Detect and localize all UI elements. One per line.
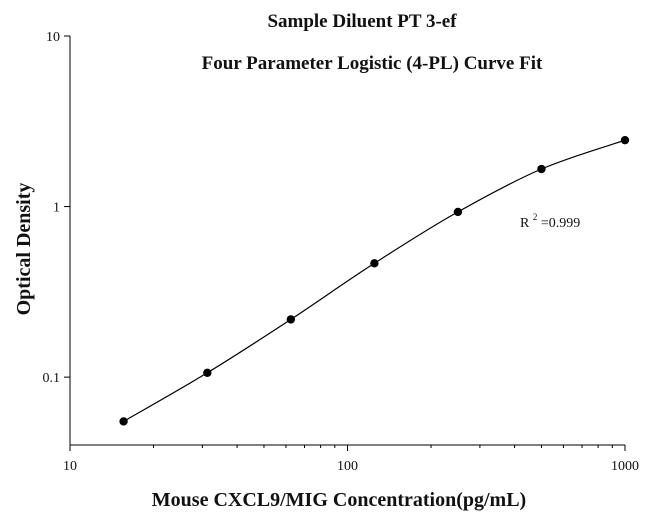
axis-ticks: 10 100 1000 0.1 1 10 — [43, 30, 640, 474]
data-point — [286, 315, 296, 324]
fit-curve — [123, 139, 626, 422]
y-axis-label: Optical Density — [13, 183, 35, 316]
x-tick-label: 10 — [63, 459, 77, 474]
data-points — [119, 135, 630, 426]
r2-annotation: R 2 =0.999 — [520, 209, 580, 231]
r2-prefix: R — [520, 216, 530, 231]
x-axis-label: Mouse CXCL9/MIG Concentration(pg/mL) — [152, 489, 526, 511]
y-tick-label: 10 — [46, 30, 60, 45]
chart-title: Sample Diluent PT 3-ef — [267, 11, 457, 32]
x-tick-label: 100 — [337, 459, 358, 474]
r2-superscript: 2 — [533, 212, 538, 222]
data-point — [537, 164, 546, 174]
data-point — [370, 259, 379, 268]
x-tick-label: 1000 — [611, 459, 639, 474]
chart-subtitle: Four Parameter Logistic (4-PL) Curve Fit — [202, 53, 543, 74]
data-point — [119, 417, 128, 426]
data-point — [453, 207, 463, 217]
data-point — [203, 368, 212, 378]
data-point — [620, 135, 630, 145]
y-tick-label: 1 — [53, 201, 60, 216]
y-tick-label: 0.1 — [43, 371, 61, 386]
r2-value: =0.999 — [541, 216, 580, 231]
